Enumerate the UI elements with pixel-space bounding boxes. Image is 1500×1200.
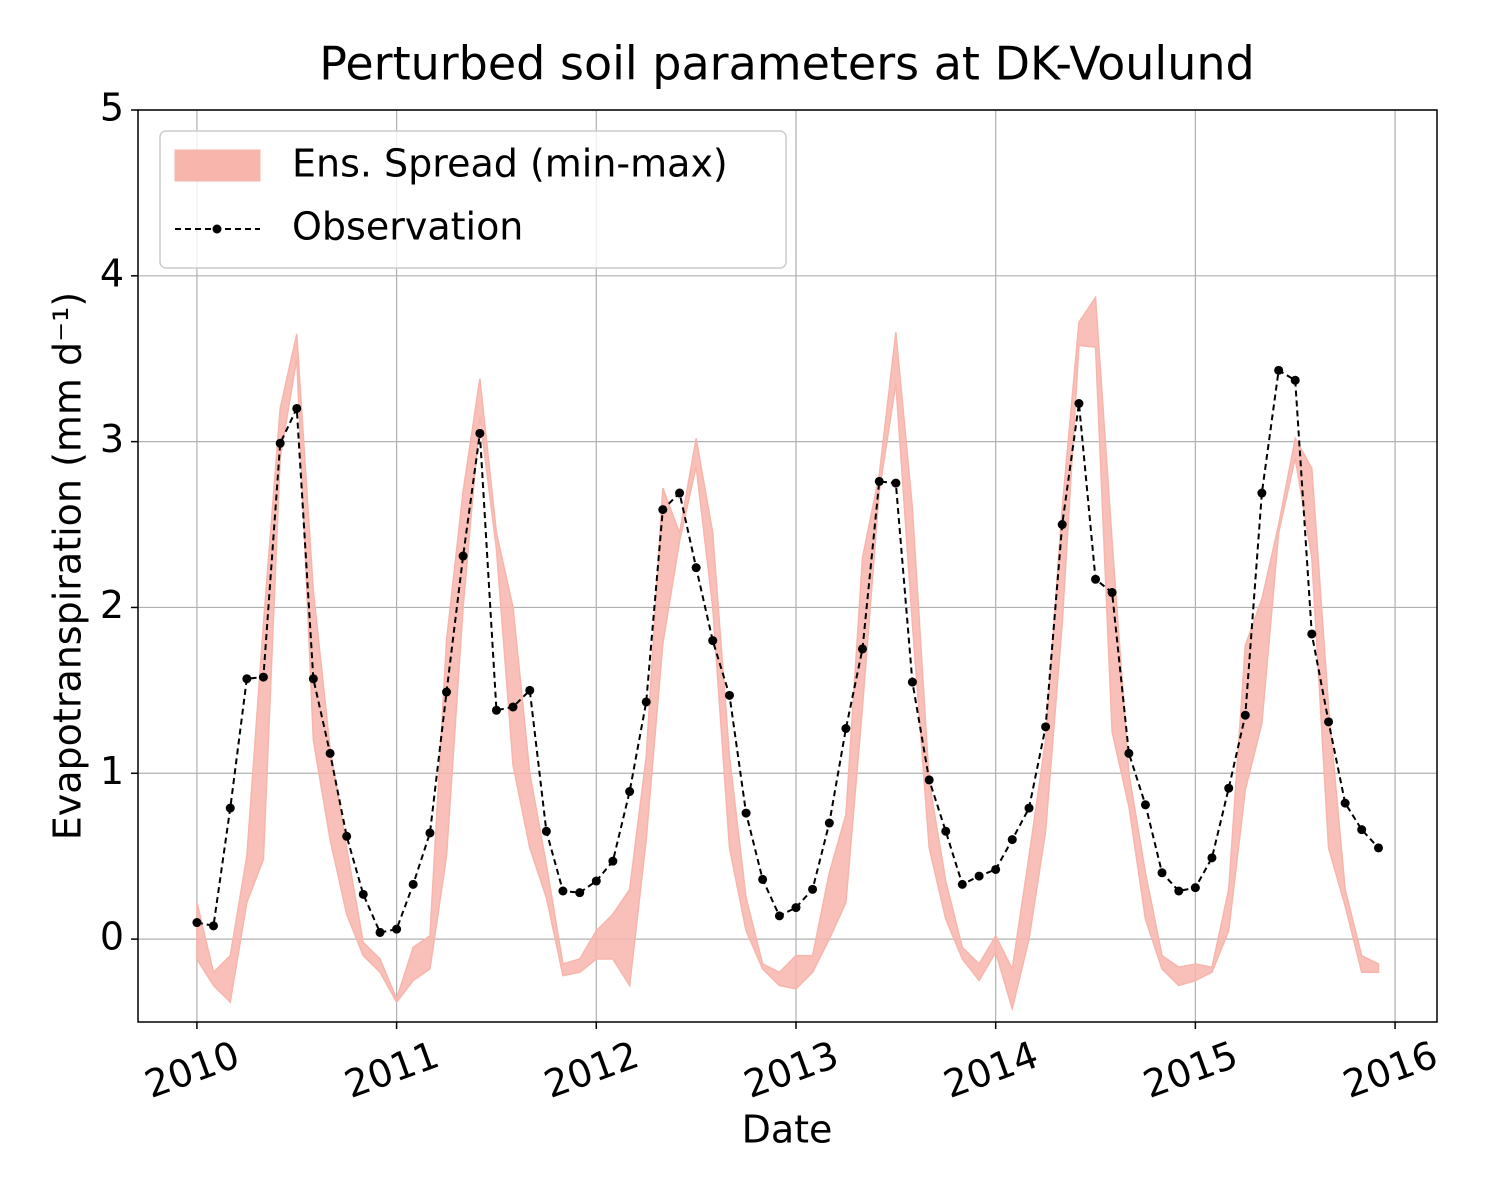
observation-point xyxy=(558,886,568,896)
legend-marker xyxy=(212,224,222,234)
x-axis-label: Date xyxy=(742,1108,833,1152)
observation-point xyxy=(741,808,751,818)
y-tick-label: 4 xyxy=(100,251,124,295)
y-tick-label: 5 xyxy=(100,86,124,130)
y-tick-label: 0 xyxy=(100,915,124,959)
observation-point xyxy=(575,888,585,898)
observation-point xyxy=(791,903,801,913)
observation-point xyxy=(275,438,285,448)
chart-title: Perturbed soil parameters at DK-Voulund xyxy=(319,37,1254,91)
observation-point xyxy=(1290,375,1300,385)
observation-point xyxy=(1257,488,1267,498)
x-tick-label: 2015 xyxy=(1138,1032,1244,1106)
observation-point xyxy=(358,889,368,899)
y-tick-label: 3 xyxy=(100,417,124,461)
observation-point xyxy=(824,818,834,828)
observation-point xyxy=(641,697,651,707)
observation-point xyxy=(907,677,917,687)
observation-point xyxy=(808,884,818,894)
observation-point xyxy=(857,644,867,654)
observation-point xyxy=(874,476,884,486)
legend-box xyxy=(159,130,787,269)
observation-point xyxy=(1157,868,1167,878)
observation-point xyxy=(675,488,685,498)
observation-point xyxy=(1240,710,1250,720)
x-tick-label: 2016 xyxy=(1337,1032,1443,1106)
observation-line xyxy=(196,368,1380,934)
x-tick-label: 2014 xyxy=(938,1032,1044,1106)
spread-band xyxy=(196,295,1380,1012)
observation-point xyxy=(1274,365,1284,375)
observation-point xyxy=(425,828,435,838)
observation-point xyxy=(1340,798,1350,808)
observation-point xyxy=(724,690,734,700)
observation-point xyxy=(841,724,851,734)
observation-point xyxy=(941,826,951,836)
observation-point xyxy=(491,705,501,715)
observation-point xyxy=(774,911,784,921)
observation-point xyxy=(691,563,701,573)
observation-point xyxy=(608,856,618,866)
observation-point xyxy=(1140,800,1150,810)
observation-point xyxy=(475,428,485,438)
observation-point xyxy=(1324,717,1334,727)
observation-point xyxy=(258,672,268,682)
observation-point xyxy=(1091,574,1101,584)
observation-point xyxy=(625,787,635,797)
legend-swatch xyxy=(174,149,261,182)
observation-point xyxy=(242,674,252,684)
observation-point xyxy=(1107,588,1117,598)
y-tick-label: 1 xyxy=(100,749,124,793)
x-tick-label: 2013 xyxy=(738,1032,844,1106)
y-tick-label: 2 xyxy=(100,583,124,627)
observation-point xyxy=(957,879,967,889)
observation-point xyxy=(508,702,518,712)
observation-point xyxy=(1307,629,1317,639)
observation-point xyxy=(891,478,901,488)
legend-label: Observation xyxy=(292,205,523,249)
observation-point xyxy=(1124,748,1134,758)
observation-point xyxy=(208,921,218,931)
observation-point xyxy=(708,636,718,646)
observation-point xyxy=(1190,883,1200,893)
observation-point xyxy=(658,505,668,515)
observation-point xyxy=(525,685,535,695)
observation-point xyxy=(1057,520,1067,530)
observation-point xyxy=(924,775,934,785)
observation-point xyxy=(192,918,202,928)
observation-point xyxy=(758,874,768,884)
observation-point xyxy=(1074,398,1084,408)
observation-point xyxy=(1224,783,1234,793)
observation-point xyxy=(591,876,601,886)
x-tick-label: 2011 xyxy=(339,1032,445,1106)
plot-frame xyxy=(137,109,1438,1023)
observation-point xyxy=(1041,722,1051,732)
legend-label: Ens. Spread (min-max) xyxy=(292,142,728,186)
observation-point xyxy=(325,748,335,758)
observation-point xyxy=(392,924,402,934)
observation-point xyxy=(458,551,468,561)
observation-point xyxy=(1007,835,1017,845)
observation-point xyxy=(408,879,418,889)
observation-point xyxy=(292,403,302,413)
observation-point xyxy=(1373,843,1383,853)
observation-point xyxy=(1024,803,1034,813)
observation-point xyxy=(1174,886,1184,896)
x-tick-label: 2010 xyxy=(139,1032,245,1106)
observation-point xyxy=(375,927,385,937)
x-tick-label: 2012 xyxy=(538,1032,644,1106)
observation-point xyxy=(225,803,235,813)
observation-point xyxy=(1207,853,1217,863)
observation-point xyxy=(442,687,452,697)
observation-point xyxy=(342,831,352,841)
observation-point xyxy=(974,871,984,881)
observation-point xyxy=(991,864,1001,874)
observation-point xyxy=(308,674,318,684)
observation-point xyxy=(541,826,551,836)
observation-point xyxy=(1357,825,1367,835)
y-axis-label: Evapotranspiration (mm d⁻¹) xyxy=(46,292,90,840)
